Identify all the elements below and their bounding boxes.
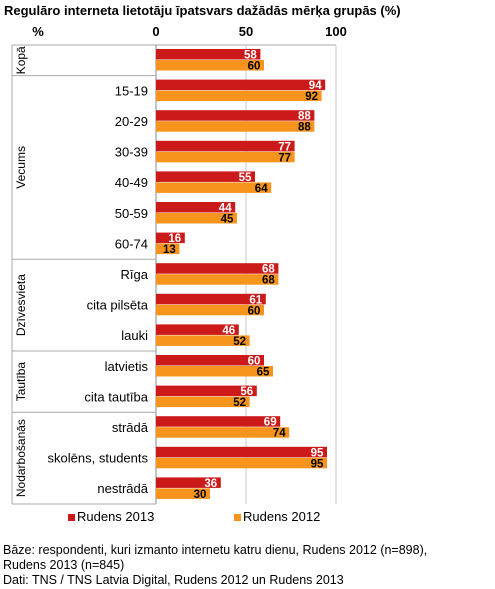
data-label: 55 bbox=[239, 172, 252, 184]
footer-source: Dati: TNS / TNS Latvia Digital, Rudens 2… bbox=[3, 573, 344, 587]
bar-2012 bbox=[156, 60, 264, 71]
chart-title: Regulāro interneta lietotāju īpatsvars d… bbox=[4, 3, 401, 18]
data-label: 46 bbox=[222, 325, 235, 337]
category-label: 60-74 bbox=[115, 236, 148, 251]
group-label: Tautība bbox=[14, 362, 28, 402]
bar-2013 bbox=[156, 446, 327, 458]
bar-2013 bbox=[156, 263, 279, 274]
bar-2013 bbox=[156, 202, 236, 213]
bar-2013 bbox=[156, 232, 185, 244]
data-label: 68 bbox=[262, 275, 275, 287]
category-label: cita pilsēta bbox=[87, 298, 149, 313]
legend-swatch bbox=[68, 514, 75, 521]
data-label: 36 bbox=[204, 478, 217, 490]
data-label: 30 bbox=[194, 489, 207, 501]
category-label: strādā bbox=[112, 420, 149, 435]
category-label: 40-49 bbox=[115, 175, 148, 190]
data-label: 45 bbox=[221, 214, 234, 226]
data-label: 44 bbox=[219, 203, 232, 215]
bar-2012 bbox=[156, 182, 272, 193]
data-label: 64 bbox=[255, 183, 268, 195]
bar-2013 bbox=[156, 293, 266, 305]
data-label: 94 bbox=[309, 80, 322, 92]
data-label: 60 bbox=[248, 356, 261, 368]
bar-2013 bbox=[156, 79, 326, 91]
bar-2013 bbox=[156, 385, 257, 397]
bar-2012 bbox=[156, 457, 327, 469]
group-label: Kopā bbox=[14, 46, 28, 74]
legend-label: Rudens 2012 bbox=[243, 509, 320, 524]
bar-2013 bbox=[156, 324, 239, 335]
category-label: cita tautība bbox=[84, 389, 148, 404]
data-label: 95 bbox=[311, 458, 324, 470]
bar-2013 bbox=[156, 110, 315, 121]
y-axis-label: % bbox=[32, 24, 44, 39]
data-label: 52 bbox=[233, 397, 246, 409]
footer-basis-line1: Bāze: respondenti, kuri izmanto internet… bbox=[3, 543, 428, 557]
data-label: 92 bbox=[305, 91, 318, 103]
data-label: 60 bbox=[248, 61, 261, 73]
data-label: 68 bbox=[262, 264, 275, 276]
category-label: 30-39 bbox=[115, 145, 148, 160]
data-label: 88 bbox=[298, 111, 311, 123]
legend-label: Rudens 2013 bbox=[77, 509, 154, 524]
bar-2012 bbox=[156, 121, 315, 132]
data-label: 52 bbox=[233, 336, 246, 348]
data-label: 77 bbox=[278, 141, 291, 153]
group-label: Dzīvesvieta bbox=[14, 274, 28, 336]
bar-2012 bbox=[156, 151, 295, 163]
group-label: Vecums bbox=[14, 146, 28, 189]
bar-2012 bbox=[156, 366, 273, 377]
category-label: Rīga bbox=[121, 267, 149, 282]
bar-2013 bbox=[156, 477, 221, 488]
data-label: 56 bbox=[240, 386, 253, 398]
data-label: 74 bbox=[273, 428, 286, 440]
bar-2012 bbox=[156, 243, 180, 255]
data-label: 69 bbox=[264, 417, 277, 429]
bar-2012 bbox=[156, 90, 322, 102]
category-label: nestrādā bbox=[97, 481, 148, 496]
bar-2013 bbox=[156, 355, 264, 366]
bar-2013 bbox=[156, 49, 261, 60]
data-label: 88 bbox=[298, 122, 311, 134]
category-label: latvietis bbox=[105, 359, 149, 374]
x-tick-label: 50 bbox=[239, 24, 253, 39]
data-label: 77 bbox=[278, 152, 291, 164]
bar-2012 bbox=[156, 335, 250, 346]
bar-2012 bbox=[156, 396, 250, 408]
bar-2012 bbox=[156, 213, 237, 224]
bar-2013 bbox=[156, 416, 281, 427]
data-label: 95 bbox=[311, 447, 324, 459]
category-label: 15-19 bbox=[115, 83, 148, 98]
category-label: 20-29 bbox=[115, 114, 148, 129]
footer-basis-line2: Rudens 2013 (n=845) bbox=[3, 558, 125, 572]
data-label: 60 bbox=[248, 305, 261, 317]
bar-2012 bbox=[156, 427, 290, 438]
bar-2013 bbox=[156, 171, 255, 182]
bar-2013 bbox=[156, 140, 295, 152]
legend-swatch bbox=[234, 514, 241, 521]
group-label: Nodarbošanās bbox=[14, 419, 28, 497]
data-label: 13 bbox=[163, 244, 176, 256]
category-label: lauki bbox=[121, 328, 148, 343]
data-label: 61 bbox=[249, 294, 262, 306]
data-label: 58 bbox=[244, 50, 257, 62]
bar-2012 bbox=[156, 274, 279, 285]
bar-2012 bbox=[156, 488, 210, 499]
category-label: skolēns, students bbox=[48, 451, 149, 466]
data-label: 16 bbox=[168, 233, 181, 245]
x-tick-label: 100 bbox=[325, 24, 347, 39]
category-label: 50-59 bbox=[115, 206, 148, 221]
x-tick-label: 0 bbox=[152, 24, 159, 39]
bar-2012 bbox=[156, 304, 264, 316]
data-label: 65 bbox=[257, 367, 270, 379]
